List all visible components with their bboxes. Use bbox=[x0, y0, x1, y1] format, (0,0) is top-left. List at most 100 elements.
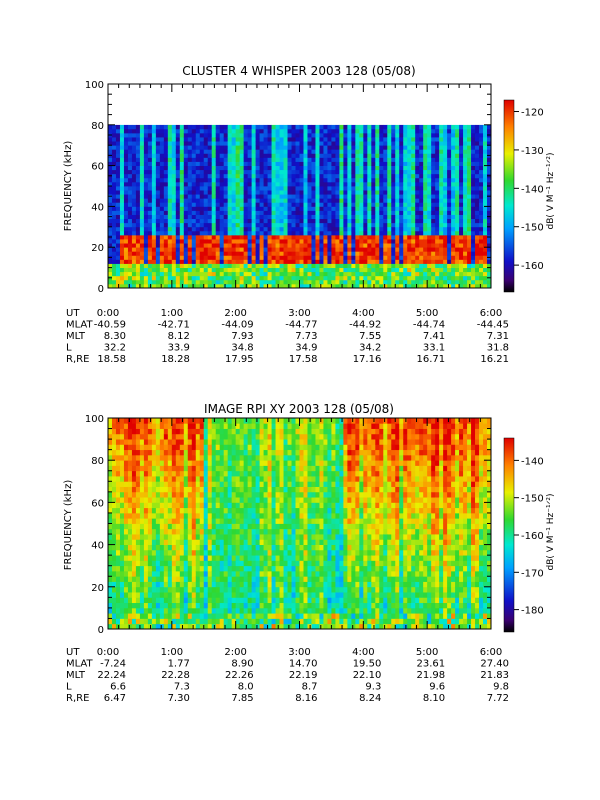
spectrogram-cell bbox=[295, 124, 300, 130]
spectrogram-cell bbox=[159, 439, 165, 445]
spectrogram-cell bbox=[423, 153, 428, 158]
spectrogram-cell bbox=[231, 255, 237, 260]
spectrogram-cell bbox=[383, 279, 388, 285]
spectrogram-cell bbox=[315, 202, 320, 207]
spectrogram-cell bbox=[471, 124, 476, 130]
spectrogram-cell bbox=[371, 128, 376, 134]
spectrogram-cell bbox=[271, 279, 276, 285]
spectrogram-cell bbox=[487, 247, 491, 252]
spectrogram-cell bbox=[123, 230, 129, 236]
spectrogram-cell bbox=[167, 145, 173, 150]
spectrogram-cell bbox=[435, 145, 440, 150]
spectrogram-cell bbox=[243, 186, 249, 191]
spectrogram-cell bbox=[283, 177, 288, 183]
spectrogram-cell bbox=[139, 259, 145, 264]
spectrogram-cell bbox=[127, 157, 133, 162]
spectrogram-cell bbox=[411, 173, 416, 179]
spectrogram-cell bbox=[135, 230, 141, 236]
spectrogram-cell bbox=[283, 190, 288, 195]
spectrogram-cell bbox=[351, 259, 356, 264]
spectrogram-cell bbox=[187, 534, 193, 540]
spectrogram-cell bbox=[127, 279, 133, 285]
spectrogram-cell bbox=[331, 165, 336, 171]
spectrogram-cell bbox=[263, 271, 268, 277]
spectrogram-cell bbox=[135, 247, 141, 252]
spectrogram-cell bbox=[451, 190, 456, 195]
spectrogram-cell bbox=[303, 153, 308, 158]
spectrogram-cell bbox=[447, 247, 452, 252]
spectrogram-cell bbox=[219, 161, 225, 166]
panel-1: CLUSTER 4 WHISPER 2003 128 (05/08) 02040… bbox=[63, 64, 556, 365]
spectrogram-cell bbox=[159, 454, 165, 461]
spectrogram-cell bbox=[123, 549, 129, 556]
spectrogram-cell bbox=[139, 181, 145, 187]
spectrogram-cell bbox=[327, 243, 332, 248]
spectrogram-cell bbox=[127, 586, 133, 593]
spectrogram-cell bbox=[108, 460, 113, 466]
spectrogram-cell bbox=[171, 528, 177, 535]
spectrogram-cell bbox=[295, 190, 300, 195]
spectrogram-cell bbox=[347, 271, 352, 277]
spectrogram-cell bbox=[351, 149, 356, 154]
spectrogram-cell bbox=[207, 181, 213, 187]
spectrogram-cell bbox=[151, 230, 157, 236]
spectrogram-cell bbox=[387, 275, 392, 281]
spectrogram-cell bbox=[227, 161, 233, 166]
spectrogram-cell bbox=[159, 161, 165, 166]
spectrogram-cell bbox=[347, 239, 352, 244]
spectrogram-cell bbox=[227, 271, 233, 277]
spectrogram-cell bbox=[175, 502, 181, 509]
spectrogram-cell bbox=[179, 202, 185, 207]
spectrogram-cell bbox=[127, 198, 133, 203]
spectrogram-cell bbox=[375, 247, 380, 252]
spectrogram-cell bbox=[487, 145, 491, 150]
spectrogram-cell bbox=[319, 214, 324, 220]
spectrogram-cell bbox=[223, 128, 229, 134]
spectrogram-cell bbox=[191, 512, 197, 519]
spectrogram-cell bbox=[387, 149, 392, 154]
spectrogram-cell bbox=[108, 613, 113, 619]
spectrogram-cell bbox=[283, 194, 288, 199]
spectrogram-cell bbox=[363, 234, 368, 240]
spectrogram-cell bbox=[263, 214, 268, 220]
spectrogram-cell bbox=[131, 518, 137, 524]
spectrogram-cell bbox=[135, 263, 141, 268]
spectrogram-cell bbox=[115, 586, 121, 593]
spectrogram-cell bbox=[255, 283, 260, 288]
spectrogram-cell bbox=[455, 263, 460, 268]
spectrogram-cell bbox=[127, 145, 133, 150]
spectrogram-cell bbox=[191, 613, 197, 619]
spectrogram-cell bbox=[111, 507, 117, 514]
spectrogram-cell bbox=[411, 124, 416, 130]
spectrogram-cell bbox=[427, 267, 432, 273]
spectrogram-cell bbox=[407, 190, 412, 195]
spectrogram-cell bbox=[111, 186, 117, 191]
spectrogram-cell bbox=[451, 173, 456, 179]
spectrogram-cell bbox=[175, 570, 181, 577]
spectrogram-cell bbox=[111, 565, 117, 572]
spectrogram-cell bbox=[463, 177, 468, 183]
spectrogram-cell bbox=[151, 153, 157, 158]
spectrogram-cell bbox=[447, 153, 452, 158]
spectrogram-cell bbox=[139, 565, 145, 572]
spectrogram-cell bbox=[303, 198, 308, 203]
spectrogram-cell bbox=[151, 141, 157, 146]
spectrogram-cell bbox=[155, 149, 161, 154]
spectrogram-cell bbox=[159, 570, 165, 577]
spectrogram-cell bbox=[251, 259, 257, 264]
spectrogram-cell bbox=[307, 226, 312, 232]
spectrogram-cell bbox=[419, 177, 424, 183]
spectrogram-cell bbox=[271, 226, 276, 232]
spectrogram-cell bbox=[231, 128, 237, 134]
spectrogram-cell bbox=[131, 623, 137, 629]
spectrogram-cell bbox=[251, 153, 257, 158]
spectrogram-cell bbox=[183, 528, 189, 535]
spectrogram-cell bbox=[459, 222, 464, 228]
spectrogram-cell bbox=[407, 177, 412, 183]
spectrogram-cell bbox=[195, 539, 201, 545]
spectrogram-cell bbox=[123, 602, 129, 609]
spectrogram-cell bbox=[267, 226, 272, 232]
spectrogram-cell bbox=[151, 433, 157, 440]
spectrogram-cell bbox=[283, 234, 288, 240]
spectrogram-cell bbox=[295, 194, 300, 199]
